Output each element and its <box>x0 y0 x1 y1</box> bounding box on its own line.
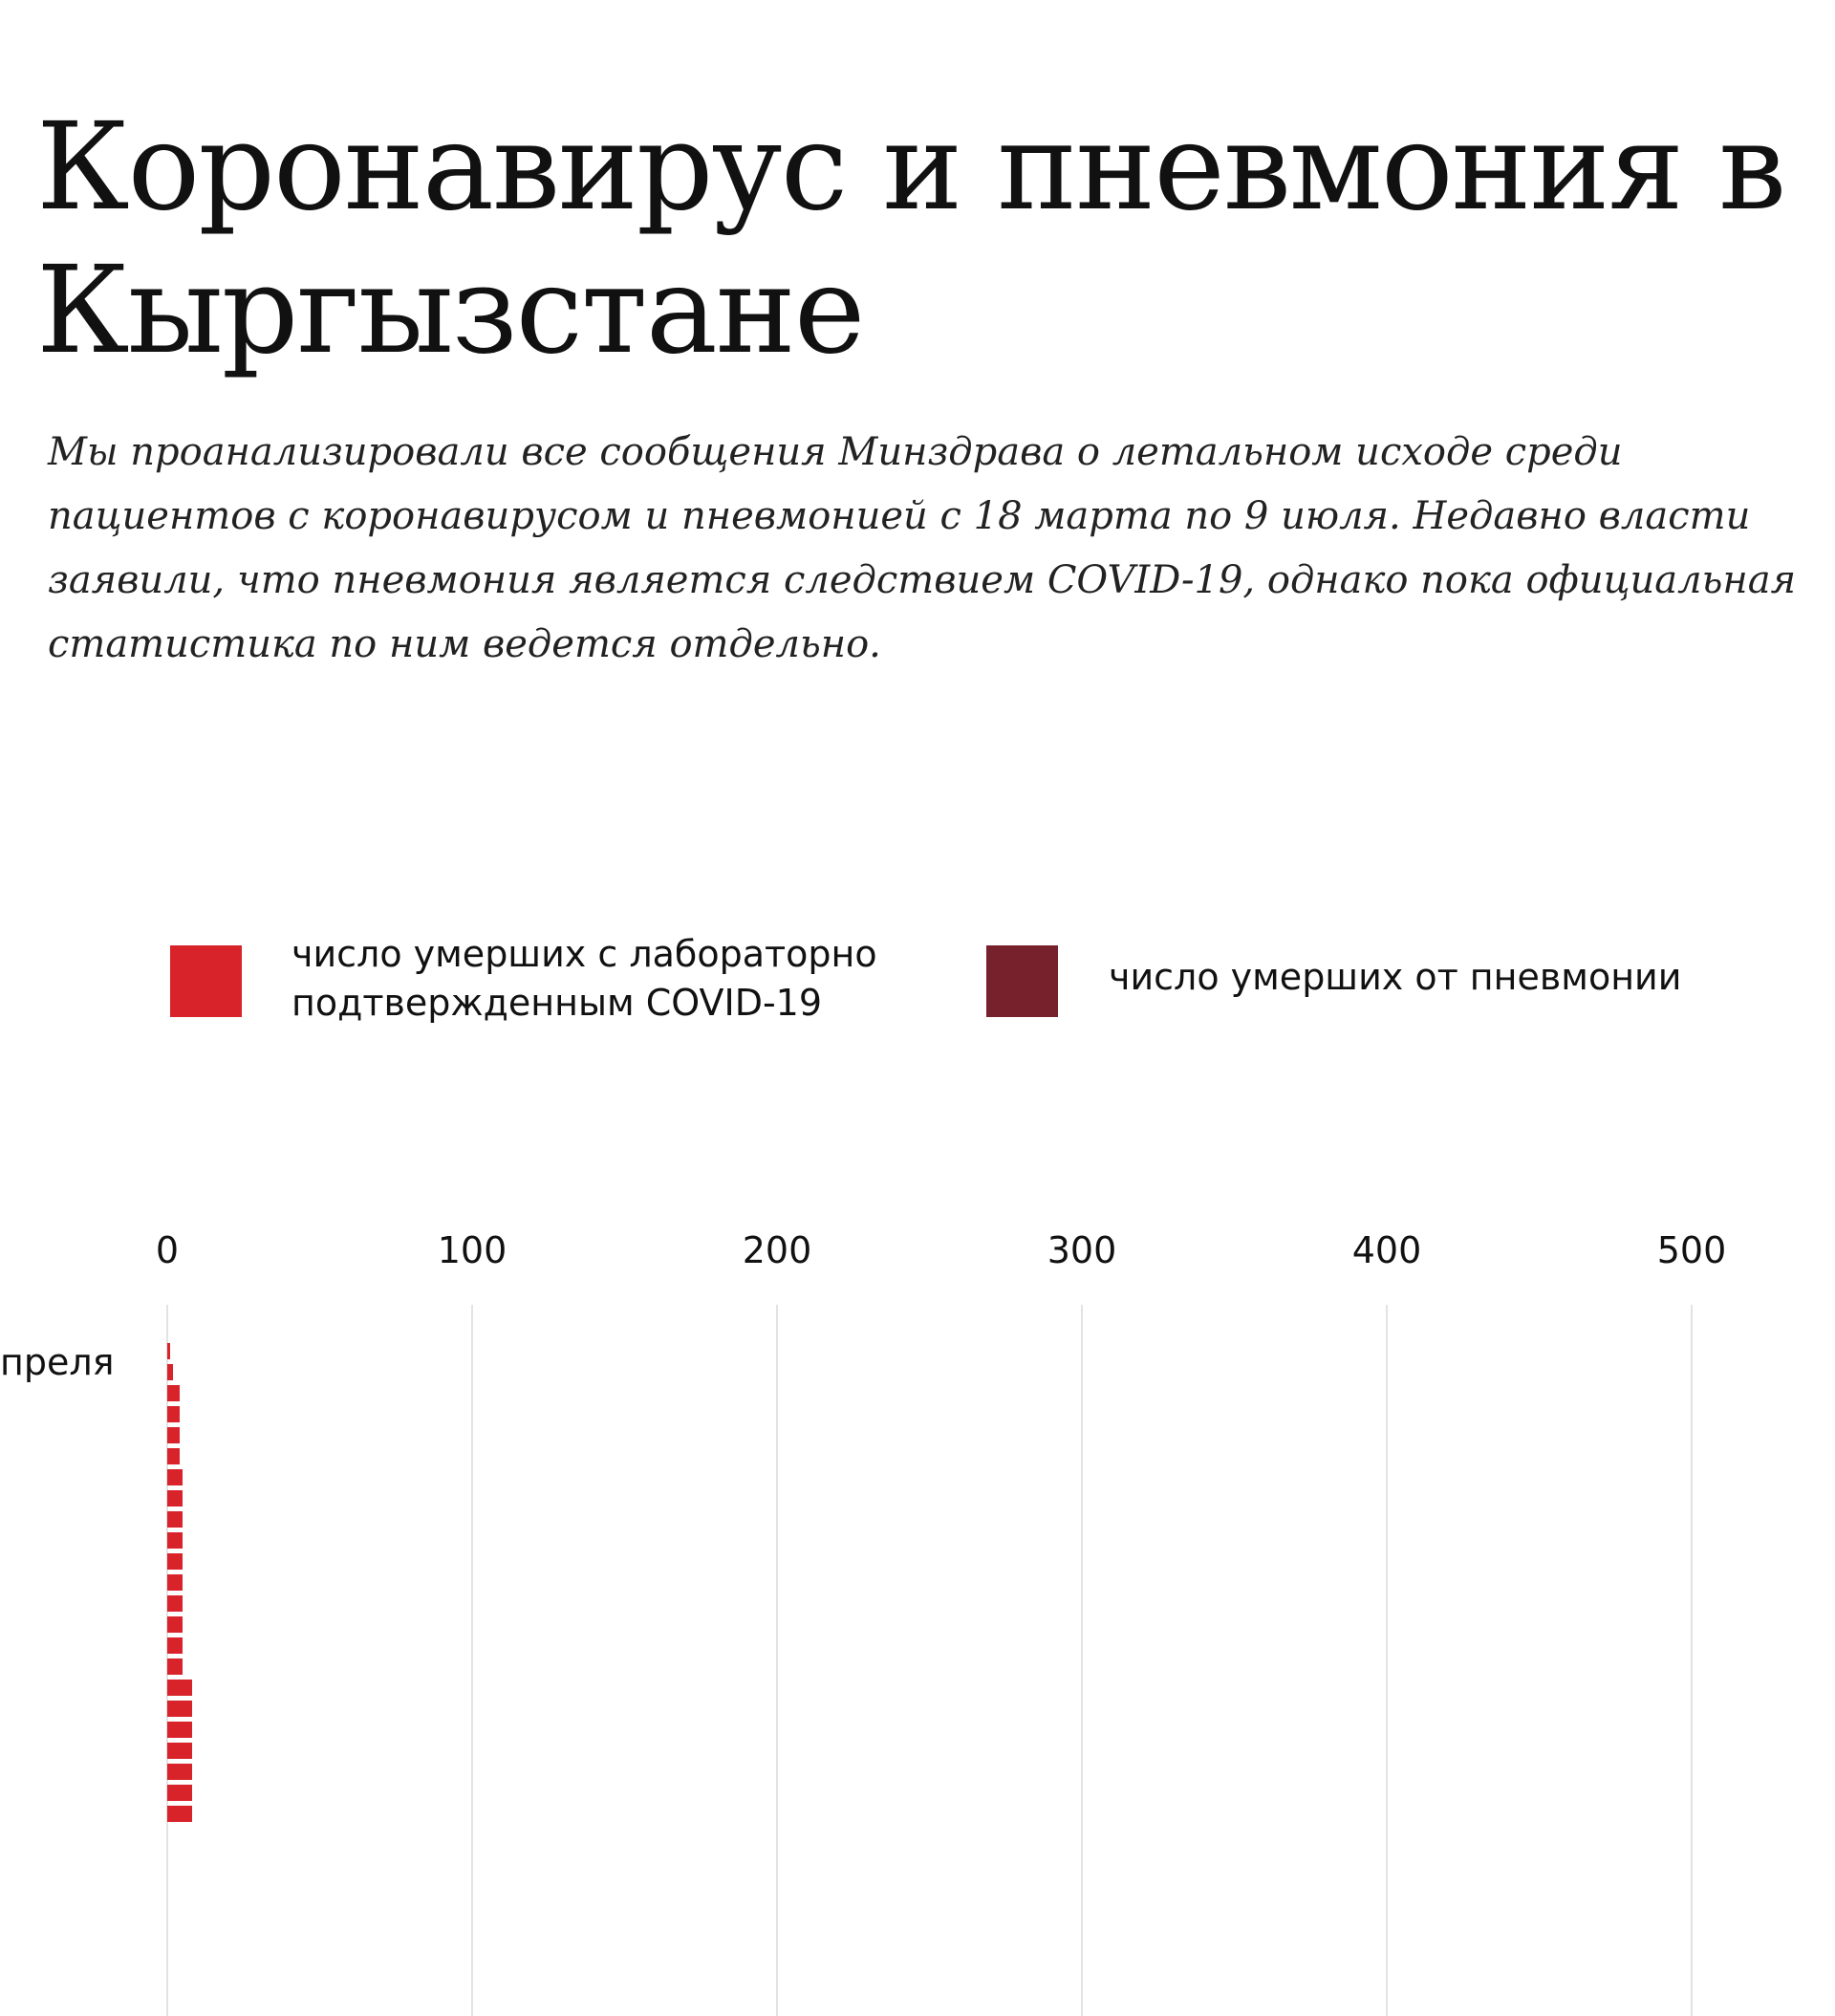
bar-covid <box>167 1553 183 1570</box>
legend-swatch-pneumonia <box>986 945 1058 1017</box>
legend-label-pneumonia: число умерших от пневмонии <box>1109 956 1682 998</box>
y-category-label: преля <box>0 1341 115 1383</box>
bar-covid <box>167 1385 180 1401</box>
gridline <box>471 1305 473 2016</box>
x-tick-label: 400 <box>1351 1229 1422 1271</box>
bar-covid <box>167 1595 183 1612</box>
legend-label-covid: число умерших с лабораторно подтвержденн… <box>291 933 877 1024</box>
legend-swatch-covid <box>170 945 242 1017</box>
x-tick-label: 0 <box>155 1229 180 1271</box>
gridline <box>1081 1305 1083 2016</box>
bar-covid <box>167 1511 183 1528</box>
bar-covid <box>167 1722 192 1738</box>
bar-covid <box>167 1701 192 1717</box>
bar-covid <box>167 1637 183 1654</box>
bar-covid <box>167 1406 180 1422</box>
bar-covid <box>167 1785 192 1801</box>
bar-covid <box>167 1764 192 1780</box>
bar-covid <box>167 1427 180 1443</box>
gridline <box>1691 1305 1693 2016</box>
bar-covid <box>167 1658 183 1675</box>
x-tick-label: 100 <box>437 1229 507 1271</box>
gridline <box>776 1305 778 2016</box>
x-tick-label: 500 <box>1656 1229 1727 1271</box>
bar-covid <box>167 1532 183 1549</box>
bar-covid <box>167 1680 192 1696</box>
lead-paragraph: Мы проанализировали все сообщения Минздр… <box>48 430 1797 666</box>
bar-covid <box>167 1743 192 1759</box>
bar-covid <box>167 1574 183 1591</box>
x-tick-label: 200 <box>742 1229 812 1271</box>
bar-covid <box>167 1806 192 1822</box>
bar-covid <box>167 1343 171 1359</box>
gridline <box>1386 1305 1388 2016</box>
bar-covid <box>167 1364 174 1380</box>
bar-covid <box>167 1490 183 1507</box>
bar-covid <box>167 1448 180 1464</box>
bar-covid <box>167 1469 183 1485</box>
bar-covid <box>167 1616 183 1633</box>
x-tick-label: 300 <box>1047 1229 1117 1271</box>
page-title: Коронавирус и пневмония в Кыргызстане <box>36 97 1786 380</box>
